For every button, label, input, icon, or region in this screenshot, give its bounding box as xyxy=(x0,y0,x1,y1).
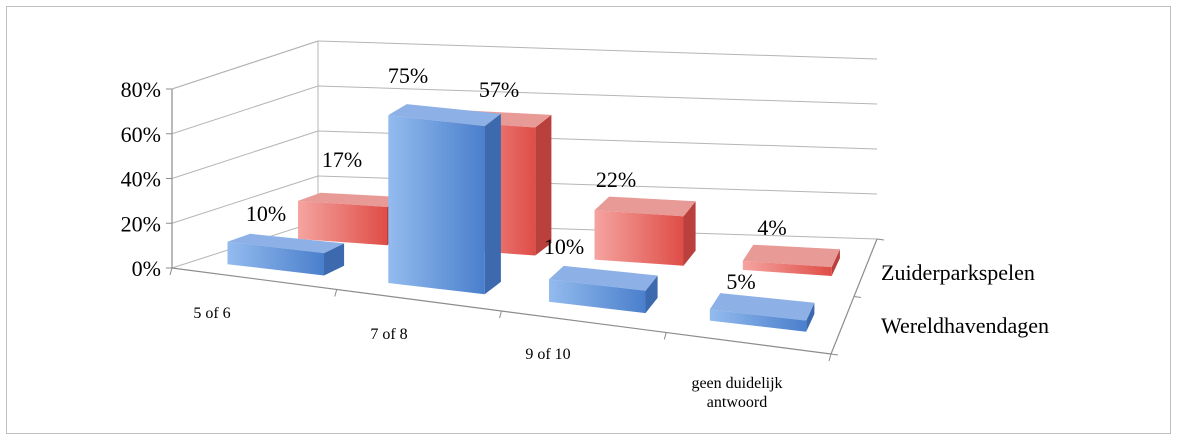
x-tick-label-line: 7 of 8 xyxy=(370,326,407,343)
legend-label: Wereldhavendagen xyxy=(881,313,1049,338)
bar-top xyxy=(298,192,408,207)
data-label: 4% xyxy=(757,215,786,240)
bar-front xyxy=(594,210,684,266)
x-tick-label-line: 5 of 6 xyxy=(193,305,230,322)
data-label: 10% xyxy=(544,234,584,259)
bar-side xyxy=(806,302,815,332)
depth-tick xyxy=(876,238,885,241)
bar-top xyxy=(709,293,815,321)
x-tick-label: 7 of 8 xyxy=(370,326,407,343)
bar-front xyxy=(227,241,324,276)
legend: Wereldhavendagen Zuiderparkspelen xyxy=(881,260,1049,338)
x-tick xyxy=(499,310,502,319)
side-gridline xyxy=(171,85,319,135)
bar-side xyxy=(645,275,658,314)
x-tick-label: 9 of 10 xyxy=(525,346,570,363)
bar-side xyxy=(484,113,501,295)
x-tick xyxy=(663,332,667,340)
depth-tick xyxy=(853,296,862,298)
bar-side xyxy=(535,114,552,256)
gridline xyxy=(317,85,878,105)
bar-wereldhavendagen xyxy=(549,265,658,314)
x-tick-label-line: antwoord xyxy=(707,394,767,411)
bar-front xyxy=(709,309,807,332)
depth-tick xyxy=(830,353,839,356)
data-label: 5% xyxy=(726,269,755,294)
bar-front xyxy=(742,260,832,276)
bar-zuiderparkspelen xyxy=(742,244,840,276)
bar-side xyxy=(683,201,696,266)
gridline xyxy=(317,40,878,60)
data-label: 10% xyxy=(246,201,286,226)
bar-wereldhavendagen xyxy=(388,104,501,295)
data-labels: 17% 57% 22% 4% 10% 75% 10% 5% xyxy=(246,63,787,294)
bars xyxy=(227,104,840,332)
bar-top xyxy=(594,196,696,217)
data-label: 57% xyxy=(479,77,519,102)
data-label: 17% xyxy=(322,147,362,172)
x-tick-label: geen duidelijk antwoord xyxy=(691,375,782,411)
axes: 0% 20% 40% 60% 80% 5 of 6 7 of 8 9 of 10 geen du… xyxy=(121,77,885,411)
data-label: 75% xyxy=(388,63,428,88)
bar-side xyxy=(324,243,345,276)
legend-label: Zuiderparkspelen xyxy=(881,260,1035,285)
bar-front xyxy=(388,115,485,295)
x-tick xyxy=(169,267,173,276)
y-tick-label: 0% xyxy=(132,256,161,281)
y-tick-label: 40% xyxy=(121,167,161,192)
x-tick xyxy=(828,353,832,362)
y-tick-label: 60% xyxy=(121,122,161,147)
data-label: 22% xyxy=(596,167,636,192)
bar-top xyxy=(549,265,658,291)
y-tick-label: 80% xyxy=(121,77,161,102)
bar-zuiderparkspelen xyxy=(594,196,696,266)
x-tick-label-line: geen duidelijk xyxy=(691,375,782,392)
bar-top xyxy=(388,104,501,127)
x-tick xyxy=(334,289,338,297)
bar-wereldhavendagen xyxy=(709,293,815,332)
bar-side xyxy=(831,249,840,276)
bar-top xyxy=(742,244,840,268)
bar-wereldhavendagen xyxy=(227,233,345,276)
x-tick-label: 5 of 6 xyxy=(193,305,230,322)
bar-front xyxy=(298,200,387,246)
side-gridline xyxy=(171,130,319,179)
bar-front xyxy=(549,279,646,314)
side-gridline xyxy=(171,40,319,90)
x-tick-label-line: 9 of 10 xyxy=(525,346,570,363)
chart-frame xyxy=(6,6,1171,434)
y-tick-label: 20% xyxy=(121,211,161,236)
bar-top xyxy=(227,233,345,254)
side-gridline xyxy=(171,175,319,224)
